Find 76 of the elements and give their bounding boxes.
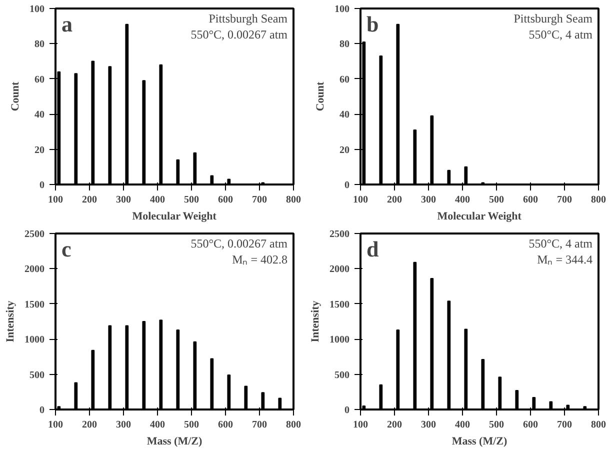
annotation: d: [366, 236, 379, 262]
x-tick-label: 600: [523, 194, 538, 206]
x-tick-label: 500: [184, 194, 199, 206]
y-tick-label: 0: [40, 405, 44, 416]
x-tick-label: 400: [150, 194, 165, 206]
x-tick-label: 300: [116, 420, 131, 430]
x-tick-label: 300: [421, 194, 436, 206]
y-tick-label: 100: [30, 4, 44, 15]
y-tick-label: 100: [334, 4, 350, 15]
x-tick-label: 800: [286, 194, 301, 206]
y-tick-label: 60: [340, 74, 350, 86]
y-tick-label: 500: [30, 370, 44, 381]
x-tick-label: 700: [557, 194, 572, 206]
y-tick-label: 1500: [24, 299, 44, 310]
y-axis-title: Count: [314, 81, 326, 112]
y-tick-label: 0: [344, 405, 350, 416]
annotation: Pittsburgh Seam: [208, 12, 288, 26]
x-tick-label: 100: [48, 420, 63, 430]
x-tick-label: 600: [218, 194, 233, 206]
x-tick-label: 200: [387, 194, 402, 206]
x-axis-title: Molecular Weight: [437, 210, 522, 222]
x-tick-label: 600: [523, 420, 538, 430]
y-tick-label: 1000: [330, 334, 350, 346]
x-tick-label: 700: [252, 194, 267, 206]
y-tick-label: 500: [334, 370, 350, 381]
x-tick-label: 400: [455, 420, 470, 430]
annotation: Mₙ = 402.8: [232, 252, 288, 266]
x-tick-label: 800: [591, 420, 606, 430]
x-tick-label: 100: [353, 194, 368, 206]
y-tick-label: 2500: [330, 229, 350, 240]
x-tick-label: 800: [591, 194, 606, 206]
x-tick-label: 200: [387, 420, 402, 430]
annotation: b: [366, 12, 379, 36]
annotation: 550°C, 4 atm: [528, 28, 594, 42]
x-tick-label: 100: [353, 420, 368, 430]
y-tick-label: 20: [340, 144, 350, 156]
x-axis-title: Mass (M/Z): [452, 436, 508, 448]
y-axis-title: Intensity: [4, 300, 16, 342]
x-tick-label: 300: [421, 420, 436, 430]
annotation: a: [62, 12, 72, 36]
annotation: 550°C, 4 atm: [528, 236, 594, 250]
x-tick-label: 400: [150, 420, 165, 430]
x-tick-label: 200: [82, 420, 97, 430]
y-tick-label: 40: [340, 110, 350, 121]
x-tick-label: 400: [455, 194, 470, 206]
y-axis-title: Count: [10, 81, 22, 112]
annotation: c: [62, 236, 72, 262]
y-tick-label: 2500: [24, 229, 44, 240]
y-axis-title: Intensity: [310, 300, 322, 342]
annotation: 550°C, 0.00267 atm: [190, 28, 288, 42]
y-tick-label: 20: [34, 144, 44, 156]
annotation: Pittsburgh Seam: [514, 12, 594, 26]
y-tick-label: 80: [340, 39, 350, 50]
y-tick-label: 0: [344, 180, 350, 191]
annotation: Mₙ = 344.4: [537, 252, 592, 266]
y-tick-label: 80: [34, 39, 44, 50]
y-tick-label: 0: [40, 180, 44, 191]
x-tick-label: 300: [116, 194, 131, 206]
y-tick-label: 2000: [330, 264, 350, 276]
y-tick-label: 2000: [24, 264, 44, 276]
y-tick-label: 60: [34, 74, 44, 86]
x-tick-label: 500: [489, 420, 504, 430]
x-tick-label: 700: [252, 420, 267, 430]
x-axis-title: Mass (M/Z): [146, 436, 202, 448]
x-tick-label: 800: [286, 420, 301, 430]
x-tick-label: 500: [489, 194, 504, 206]
x-tick-label: 500: [184, 420, 199, 430]
x-tick-label: 600: [218, 420, 233, 430]
x-tick-label: 700: [557, 420, 572, 430]
x-tick-label: 200: [82, 194, 97, 206]
y-tick-label: 1500: [330, 299, 350, 310]
y-tick-label: 40: [34, 110, 44, 121]
annotation: 550°C, 0.00267 atm: [190, 236, 288, 250]
x-axis-title: Molecular Weight: [132, 210, 217, 222]
x-tick-label: 100: [48, 194, 63, 206]
y-tick-label: 1000: [24, 334, 44, 346]
